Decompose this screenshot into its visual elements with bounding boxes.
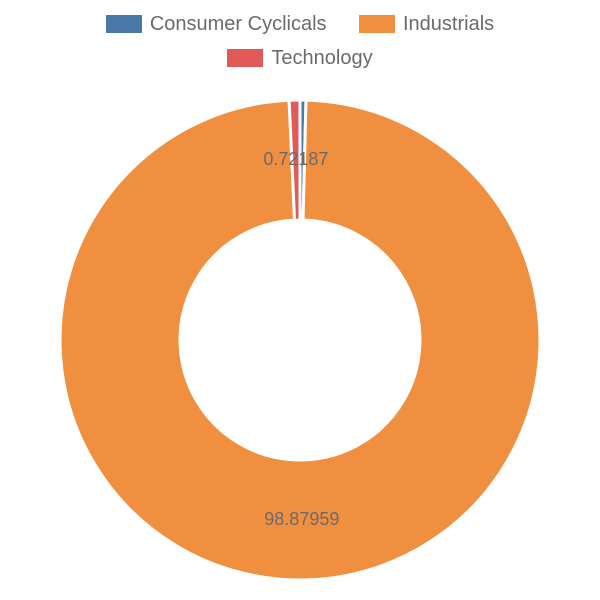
donut-chart: 0.3985398.879590.72187 (0, 0, 600, 600)
legend-swatch (227, 49, 263, 67)
legend-item-technology: Technology (227, 42, 372, 74)
legend-swatch (106, 15, 142, 33)
legend-swatch (359, 15, 395, 33)
legend-label: Consumer Cyclicals (150, 8, 327, 40)
legend-label: Technology (271, 42, 372, 74)
legend-item-industrials: Industrials (359, 8, 494, 40)
legend: Consumer Cyclicals Industrials Technolog… (0, 8, 600, 75)
chart-container: { "chart": { "type": "donut", "width": 6… (0, 0, 600, 600)
legend-item-consumer-cyclicals: Consumer Cyclicals (106, 8, 327, 40)
legend-label: Industrials (403, 8, 494, 40)
slice-label: 0.72187 (263, 149, 328, 169)
slice-label: 98.87959 (264, 509, 339, 529)
